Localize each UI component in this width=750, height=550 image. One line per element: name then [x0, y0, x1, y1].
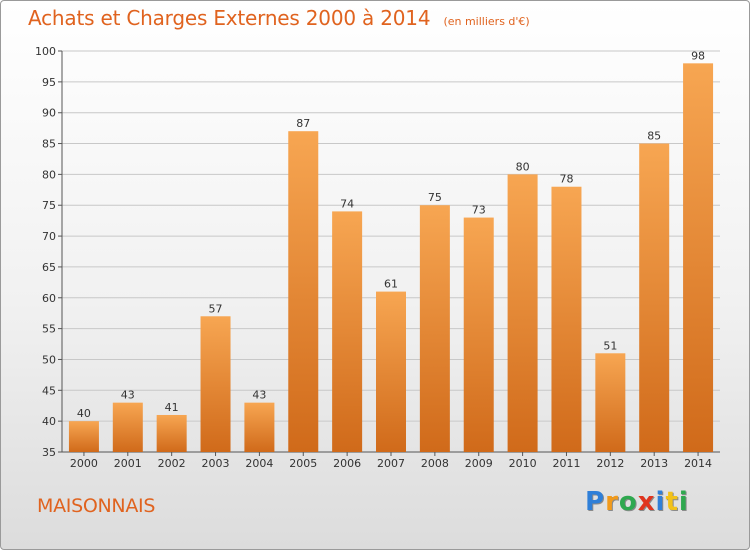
bar [200, 316, 231, 452]
y-tick-label: 70 [42, 230, 56, 243]
commune-name: MAISONNAIS [37, 495, 156, 517]
bars [68, 63, 714, 453]
bar-value-label: 57 [209, 302, 223, 315]
bar [595, 353, 626, 452]
y-tick-label: 45 [42, 384, 56, 397]
x-tick-label: 2014 [684, 457, 712, 470]
bar-value-label: 98 [691, 49, 705, 62]
x-tick-label: 2000 [70, 457, 98, 470]
bar [68, 421, 99, 452]
y-tick-label: 80 [42, 168, 56, 181]
y-tick-label: 65 [42, 261, 56, 274]
chart-header: Achats et Charges Externes 2000 à 2014 (… [28, 6, 530, 30]
x-tick-label: 2008 [421, 457, 449, 470]
x-tick-label: 2013 [640, 457, 668, 470]
bar-value-label: 41 [165, 401, 179, 414]
x-tick-label: 2002 [158, 457, 186, 470]
bar-value-label: 43 [121, 389, 135, 402]
bar [683, 63, 714, 452]
bar [639, 143, 670, 453]
x-tick-label: 2005 [289, 457, 317, 470]
bar-value-label: 40 [77, 407, 91, 420]
bar-value-label: 78 [559, 173, 573, 186]
bar-value-label: 87 [296, 117, 310, 130]
bar-value-label: 75 [428, 191, 442, 204]
x-tick-label: 2012 [596, 457, 624, 470]
bar-value-label: 85 [647, 130, 661, 143]
y-tick-label: 75 [42, 199, 56, 212]
logo-letter: i [655, 487, 666, 517]
logo-letter: P [585, 487, 606, 517]
y-tick-label: 60 [42, 292, 56, 305]
bar-chart: 35 40 45 50 55 60 65 70 75 80 85 90 95 100 40 2000 43 20… [35, 45, 720, 470]
y-tick-label: 40 [42, 415, 56, 428]
y-tick-label: 95 [42, 76, 56, 89]
x-tick-label: 2001 [114, 457, 142, 470]
logo-letter: r [605, 487, 619, 517]
bar [112, 402, 143, 452]
x-tick-label: 2003 [202, 457, 230, 470]
bar [551, 186, 582, 452]
chart-title: Achats et Charges Externes 2000 à 2014 [28, 6, 431, 30]
bar [419, 205, 450, 452]
bar [332, 211, 363, 452]
labels: 40 2000 43 2001 41 2002 57 2003 43 2004 87 2005 74 20… [70, 49, 712, 470]
x-tick-label: 2010 [509, 457, 537, 470]
bar [507, 174, 538, 452]
bar [376, 291, 406, 452]
bar-value-label: 73 [472, 204, 486, 217]
bar-value-label: 80 [516, 160, 530, 173]
x-tick-label: 2004 [245, 457, 273, 470]
bar-value-label: 51 [603, 339, 617, 352]
bar-value-label: 74 [340, 197, 354, 210]
x-tick-label: 2007 [377, 457, 405, 470]
unit-label: (en milliers d'€) [443, 15, 530, 28]
x-tick-label: 2009 [465, 457, 493, 470]
x-tick-label: 2006 [333, 457, 361, 470]
bar [156, 414, 187, 452]
y-tick-label: 35 [42, 446, 56, 459]
bar-value-label: 43 [252, 389, 266, 402]
logo-letter: x [637, 487, 656, 517]
logo-letter: i [678, 487, 689, 517]
proxiti-logo: Proxiti [585, 487, 689, 517]
logo-letter: t [665, 487, 679, 517]
y-tick-label: 55 [42, 323, 56, 336]
logo-letter: o [618, 487, 638, 517]
bar [463, 217, 494, 452]
bar [288, 131, 319, 452]
y-tick-label: 85 [42, 138, 56, 151]
x-tick-label: 2011 [552, 457, 580, 470]
y-tick-label: 50 [42, 353, 56, 366]
y-tick-label: 100 [35, 45, 56, 58]
bar-value-label: 61 [384, 278, 398, 291]
bar [244, 402, 275, 452]
y-tick-label: 90 [42, 107, 56, 120]
